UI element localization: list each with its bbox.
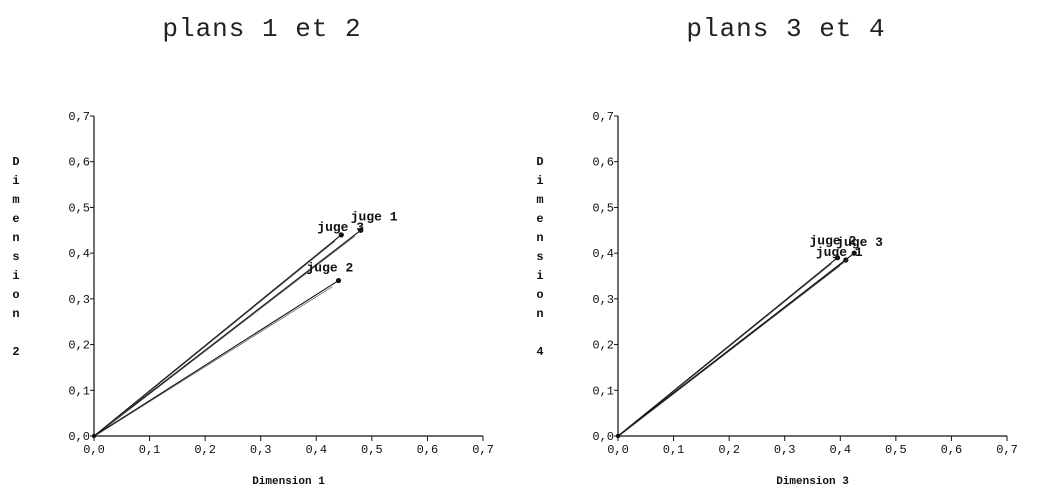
y-tick-label: 0,5 bbox=[68, 201, 90, 215]
x-tick-label: 0,7 bbox=[472, 443, 494, 457]
data-point bbox=[358, 227, 364, 233]
x-tick-label: 0,2 bbox=[194, 443, 216, 457]
y-tick-label: 0,3 bbox=[592, 293, 614, 307]
x-tick-label: 0,0 bbox=[83, 443, 105, 457]
vector-line bbox=[93, 234, 342, 437]
x-tick-label: 0,1 bbox=[139, 443, 161, 457]
vector-line bbox=[617, 257, 838, 437]
scatter-plot-1: 0,0 0,1 0,2 0,3 0,4 0,5 0,6 0,7 0,0 0,1 0,2 0,3 0,4 0… bbox=[12, 110, 494, 486]
vector-line-shadow bbox=[618, 258, 849, 437]
y-tick-label: 0,7 bbox=[68, 110, 90, 124]
y-tick-label: 0,3 bbox=[68, 293, 90, 307]
point-label: juge 3 bbox=[317, 220, 364, 235]
chart-title-2: plans 3 et 4 bbox=[686, 14, 886, 44]
point-label: juge 2 bbox=[307, 261, 354, 276]
x-axis-label: Dimension 3 bbox=[776, 476, 849, 486]
point-label: juge 1 bbox=[351, 209, 398, 224]
x-tick-label: 0,3 bbox=[250, 443, 272, 457]
x-tick-label: 0,6 bbox=[941, 443, 963, 457]
y-tick-label: 0,2 bbox=[68, 339, 90, 353]
y-tick-label: 0,1 bbox=[68, 384, 90, 398]
point-label: juge 1 bbox=[816, 245, 863, 260]
vector-line-shadow bbox=[94, 240, 336, 437]
data-point bbox=[335, 277, 342, 284]
x-tick-label: 0,7 bbox=[996, 443, 1018, 457]
data-point bbox=[338, 232, 344, 238]
chart-title-1: plans 1 et 2 bbox=[162, 14, 362, 44]
y-tick-label: 0,4 bbox=[592, 247, 614, 261]
vector-line bbox=[617, 252, 855, 437]
y-tick-label: 0,0 bbox=[68, 430, 90, 444]
scatter-plot-2: 0,0 0,1 0,2 0,3 0,4 0,5 0,6 0,7 0,0 0,1 0,2 0,3 0,4 0… bbox=[536, 110, 1018, 486]
x-tick-label: 0,3 bbox=[774, 443, 796, 457]
point-label: juge 3 bbox=[836, 235, 883, 250]
x-tick-label: 0,2 bbox=[718, 443, 740, 457]
y-tick-label: 0,6 bbox=[592, 156, 614, 170]
y-tick-label: 0,7 bbox=[592, 110, 614, 124]
point-label: juge 2 bbox=[810, 234, 857, 249]
y-tick-label: 0,5 bbox=[592, 201, 614, 215]
chart-panel-2: plans 3 et 4 0,0 0,1 0,2 0,3 0,4 0,5 0,6 0,7 0,0… bbox=[524, 0, 1048, 486]
y-tick-label: 0,6 bbox=[68, 156, 90, 170]
vector-line-shadow bbox=[94, 236, 355, 437]
data-point bbox=[834, 255, 841, 261]
y-tick-label: 0,0 bbox=[592, 430, 614, 444]
data-point bbox=[851, 250, 857, 256]
y-tick-label: 0,1 bbox=[592, 384, 614, 398]
x-tick-label: 0,6 bbox=[417, 443, 439, 457]
vector-line-shadow bbox=[94, 286, 333, 437]
x-tick-label: 0,4 bbox=[305, 443, 327, 457]
x-tick-label: 0,4 bbox=[829, 443, 851, 457]
origin-point bbox=[91, 433, 97, 439]
origin-point bbox=[615, 433, 621, 439]
y-tick-label: 0,4 bbox=[68, 247, 90, 261]
y-tick-label: 0,2 bbox=[592, 339, 614, 353]
vector-line bbox=[93, 229, 362, 437]
x-tick-label: 0,5 bbox=[361, 443, 383, 457]
x-tick-label: 0,0 bbox=[607, 443, 629, 457]
vector-line bbox=[93, 280, 339, 437]
x-tick-label: 0,5 bbox=[885, 443, 907, 457]
x-axis-label: Dimension 1 bbox=[252, 476, 325, 486]
chart-panel-1: plans 1 et 2 0,0 0,1 0,2 0,3 0,4 0,5 0,6 0,7 0,0… bbox=[12, 14, 494, 486]
x-tick-label: 0,1 bbox=[663, 443, 685, 457]
